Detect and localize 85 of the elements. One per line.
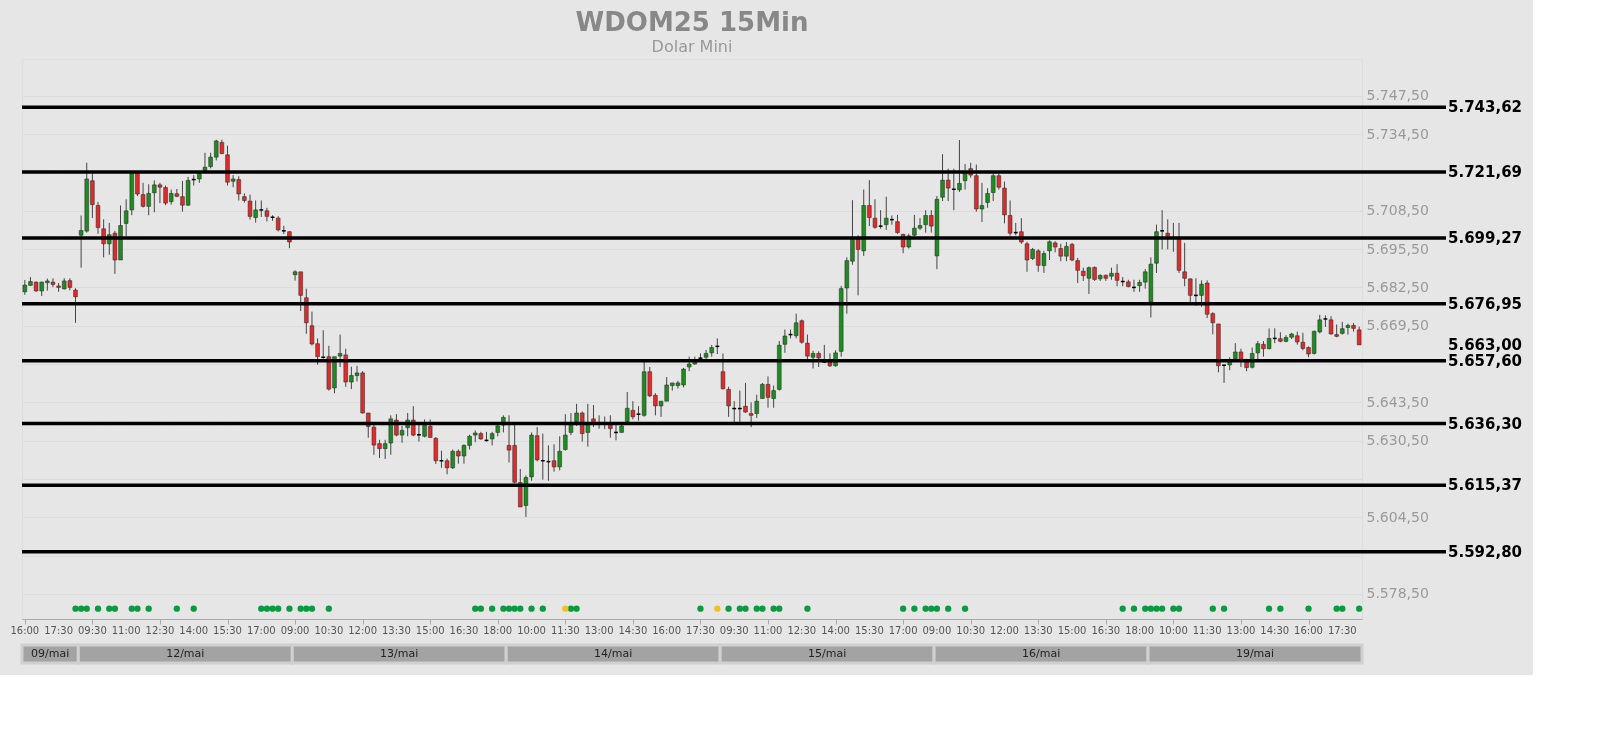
x-tick-label: 17:00 xyxy=(246,625,276,636)
y-tick-label: 5.604,50 xyxy=(1366,508,1429,525)
x-tick-label: 14:30 xyxy=(1260,625,1290,636)
y-tick-label: 5.669,50 xyxy=(1366,317,1429,334)
x-tick-label: 12:00 xyxy=(348,625,378,636)
x-tick-label: 16:30 xyxy=(1091,625,1121,636)
text: 12/mai xyxy=(166,647,205,660)
y-tick-label: 5.734,50 xyxy=(1366,125,1429,142)
candlestick xyxy=(957,139,962,193)
candlestick xyxy=(1165,218,1170,250)
candlestick xyxy=(720,352,726,390)
text: 09/mai xyxy=(31,647,70,660)
y-tick-label: 5.747,50 xyxy=(1366,87,1429,104)
x-tick-label: 17:30 xyxy=(44,625,74,636)
ref-line-label: 5.699,27 xyxy=(1448,228,1523,247)
x-tick-label: 11:00 xyxy=(753,625,783,636)
x-tick-label: 16:00 xyxy=(10,625,40,636)
candlestick xyxy=(895,214,900,235)
text: 14/mai xyxy=(594,647,633,660)
text: 19/mai xyxy=(1235,647,1275,660)
x-tick-label: 16:00 xyxy=(1294,625,1323,636)
ref-line-label: 5.657,60 xyxy=(1448,351,1523,370)
x-tick-label: 10:00 xyxy=(517,625,546,636)
y-tick-label: 5.643,50 xyxy=(1366,393,1429,410)
text: 13/mai xyxy=(380,647,419,660)
y-tick-label: 5.695,50 xyxy=(1366,240,1429,257)
x-tick-label: 17:30 xyxy=(1327,625,1357,636)
x-tick-label: 09:30 xyxy=(77,625,107,636)
candlestick xyxy=(782,329,788,354)
candlestick xyxy=(73,287,78,324)
ref-line-label: 5.721,69 xyxy=(1448,162,1523,181)
x-tick-label: 13:30 xyxy=(1023,625,1053,636)
text: 15/mai xyxy=(808,647,847,660)
ref-line-label: 5.743,62 xyxy=(1448,98,1523,117)
x-tick-label: 15:30 xyxy=(213,625,242,636)
x-tick-label: 11:30 xyxy=(1192,625,1222,636)
x-tick-label: 12:30 xyxy=(787,625,817,636)
x-tick-label: 09:00 xyxy=(922,625,952,636)
x-tick-label: 16:30 xyxy=(449,625,479,636)
x-tick-label: 18:00 xyxy=(1125,625,1155,636)
x-tick-label: 10:30 xyxy=(956,625,986,636)
candlestick xyxy=(1322,314,1329,328)
chart-subtitle: Dolar Mini xyxy=(651,37,733,56)
candlestick xyxy=(884,196,889,231)
x-tick-label: 11:30 xyxy=(550,625,580,636)
x-tick-label: 15:30 xyxy=(854,625,884,636)
x-tick-label: 14:00 xyxy=(821,625,850,636)
y-tick-label: 5.578,50 xyxy=(1366,585,1429,602)
chart-title: WDOM25 15Min xyxy=(575,7,809,37)
x-tick-label: 15:00 xyxy=(1057,625,1087,636)
candlestick xyxy=(985,187,990,209)
x-tick-label: 13:00 xyxy=(584,625,614,636)
x-tick-label: 17:00 xyxy=(888,625,918,636)
x-tick-label: 14:30 xyxy=(618,625,648,636)
x-tick-label: 11:00 xyxy=(111,625,141,636)
x-tick-label: 13:00 xyxy=(1226,625,1256,636)
text: 16/mai xyxy=(1021,647,1061,660)
candlestick xyxy=(1357,326,1362,346)
candlestick xyxy=(95,201,101,235)
x-tick-label: 12:00 xyxy=(990,625,1019,636)
candlestick xyxy=(872,198,878,230)
ref-line-label: 5.676,95 xyxy=(1448,294,1523,313)
x-tick-label: 15:00 xyxy=(415,625,445,636)
x-tick-label: 17:30 xyxy=(686,625,715,636)
x-tick-label: 12:30 xyxy=(145,625,175,636)
text: 5.663,00 xyxy=(1448,335,1523,354)
x-tick-label: 09:00 xyxy=(280,625,310,636)
candlestick xyxy=(726,386,731,418)
candlestick xyxy=(743,382,748,414)
x-tick-label: 18:00 xyxy=(483,625,513,636)
ref-line-label: 5.636,30 xyxy=(1448,414,1523,433)
y-tick-label: 5.630,50 xyxy=(1366,432,1429,449)
ref-line-label: 5.592,80 xyxy=(1448,542,1523,561)
x-tick-label: 10:30 xyxy=(314,625,344,636)
x-tick-label: 13:30 xyxy=(382,625,411,636)
x-tick-label: 16:00 xyxy=(652,625,682,636)
x-tick-label: 09:30 xyxy=(719,625,749,636)
candlestick xyxy=(877,209,884,230)
candlestick xyxy=(433,436,438,465)
x-tick-label: 10:00 xyxy=(1158,625,1188,636)
y-tick-label: 5.708,50 xyxy=(1366,202,1429,219)
y-tick-label: 5.682,50 xyxy=(1366,278,1429,295)
ref-line-label: 5.615,37 xyxy=(1448,476,1523,495)
candlestick xyxy=(563,413,568,452)
x-tick-label: 14:00 xyxy=(179,625,209,636)
